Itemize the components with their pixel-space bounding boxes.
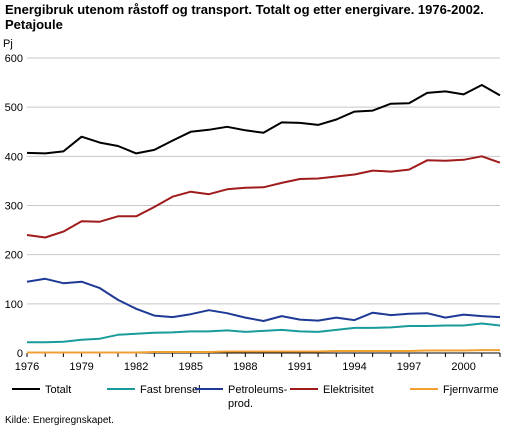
legend-label: Petroleums- [228,384,288,396]
legend-label: Totalt [45,384,71,396]
legend-label: Elektrisitet [323,384,374,396]
series-line [26,277,501,322]
x-tick-label: 1982 [124,361,148,373]
x-tick-label: 2000 [451,361,475,373]
y-tick-label: 300 [5,201,23,213]
y-tick-label: 0 [17,348,23,360]
grid-lines [27,57,500,305]
y-tick-label: 600 [5,53,23,65]
legend: Totalt Fast brensel Petroleums-prod. Elektr… [12,384,499,410]
series-line [26,84,501,155]
x-tick-label: 1997 [397,361,421,373]
chart-title: Energibruk utenom råstoff og transport. … [5,2,484,32]
y-tick-label: 100 [5,299,23,311]
y-tick-label: 500 [5,102,23,114]
legend-label: Fjernvarme [443,384,499,396]
x-tick-label: 1994 [342,361,366,373]
legend-label: Fast brensel [140,384,201,396]
y-tick-label: 200 [5,250,23,262]
series-line [26,155,501,239]
series-line [27,349,500,354]
series-line [27,322,501,344]
x-tick-label: 1985 [178,361,202,373]
x-tick-label: 1976 [15,361,39,373]
series-lines [26,84,501,354]
x-tick-label: 1991 [288,361,312,373]
source-note: Kilde: Energiregnskapet. [5,415,114,426]
legend-label: prod. [228,398,253,410]
x-tick-label: 1979 [69,361,93,373]
y-tick-label: 400 [5,151,23,163]
y-axis-label: Pj [3,38,13,50]
x-tick-label: 1988 [233,361,257,373]
